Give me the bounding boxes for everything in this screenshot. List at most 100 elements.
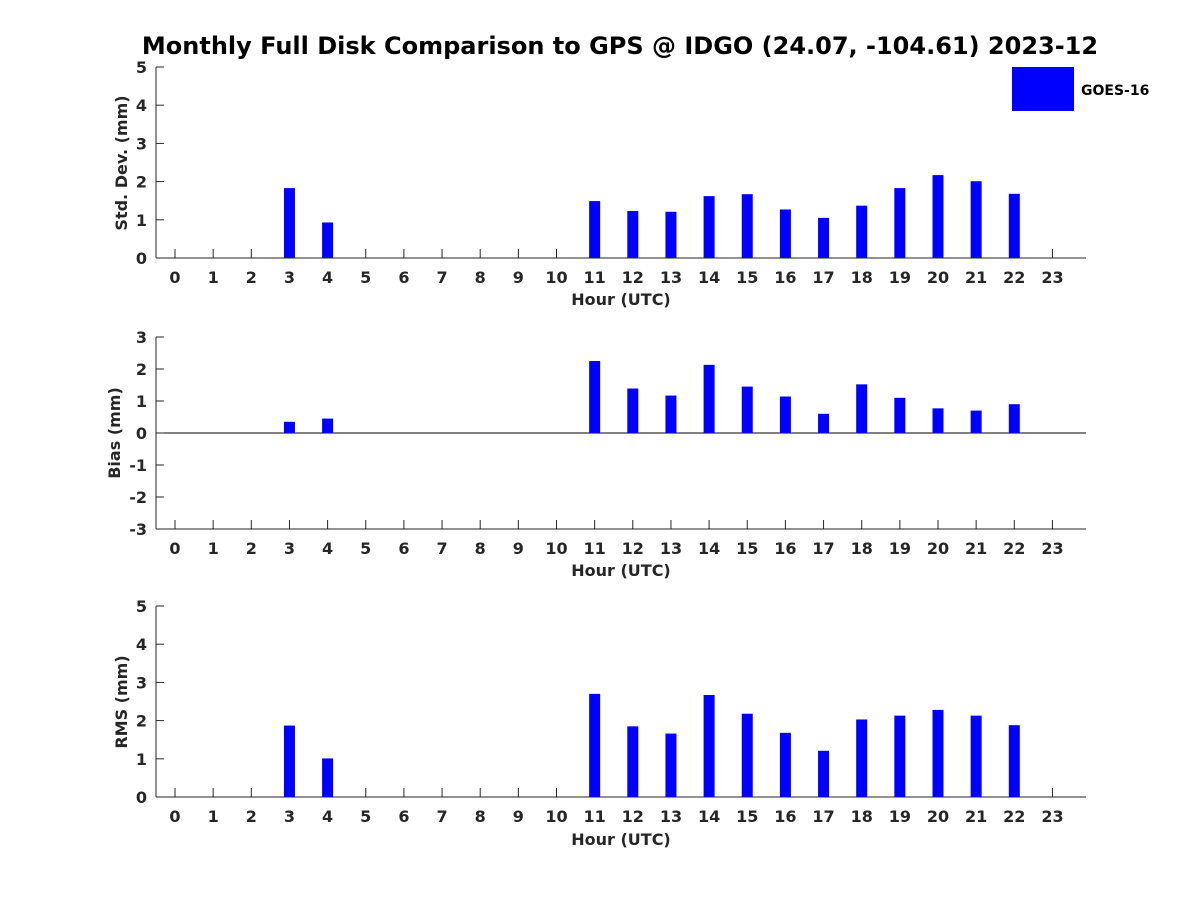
std-dev-bar-hour-12 [627,211,639,258]
bias-y-tick-label: 1 [136,392,147,411]
bias-x-tick-label: 14 [698,539,720,558]
rms-y-tick-label: 2 [136,712,147,731]
bias-x-tick-label: 1 [208,539,219,558]
bias-bar-hour-16 [779,396,791,433]
rms-x-tick-label: 9 [513,807,524,826]
std-dev-y-tick-label: 1 [136,211,147,230]
rms-x-tick-label: 21 [965,807,987,826]
bias-x-tick-label: 17 [812,539,834,558]
std-dev-x-tick-label: 6 [398,268,409,287]
legend: GOES-16 [1012,67,1149,111]
rms-bar-hour-17 [818,750,830,797]
std-dev-y-tick-label: 0 [136,249,147,268]
std-dev-y-tick-label: 3 [136,134,147,153]
std-dev-bar-hour-4 [322,222,334,258]
rms-x-tick-label: 16 [774,807,796,826]
std-dev-x-tick-label: 16 [774,268,796,287]
std-dev-x-tick-label: 4 [322,268,333,287]
bias-x-tick-label: 18 [851,539,873,558]
rms-y-tick-label: 0 [136,788,147,807]
std-dev-x-tick-label: 3 [284,268,295,287]
rms-bar-hour-15 [741,713,753,797]
bias-bar-hour-19 [894,397,906,433]
std-dev-x-tick-label: 17 [812,268,834,287]
rms-bar-hour-12 [627,726,639,797]
std-dev-bar-hour-15 [741,194,753,258]
std-dev-x-tick-label: 2 [246,268,257,287]
std-dev-bar-hour-14 [703,196,715,258]
std-dev-x-tick-label: 20 [927,268,949,287]
rms-bar-hour-22 [1008,725,1020,797]
rms-x-tick-label: 10 [545,807,567,826]
rms-bar-hour-19 [894,715,906,797]
bias-y-tick-label: 2 [136,360,147,379]
rms-x-tick-label: 7 [436,807,447,826]
std-dev-bar-hour-21 [970,181,982,258]
rms-bar-hour-14 [703,695,715,797]
bias-x-tick-label: 16 [774,539,796,558]
bias-y-tick-label: 0 [136,424,147,443]
bias-x-tick-label: 8 [475,539,486,558]
std-dev-x-tick-label: 13 [660,268,682,287]
bias-x-tick-label: 10 [545,539,567,558]
rms-bar-hour-20 [932,709,944,797]
rms-bar-hour-13 [665,733,677,797]
bias-x-tick-label: 20 [927,539,949,558]
bias-bar-hour-12 [627,388,639,433]
rms-bar-hour-3 [283,725,295,797]
std-dev-x-tick-label: 15 [736,268,758,287]
bias-x-tick-label: 2 [246,539,257,558]
std-dev-bar-hour-13 [665,211,677,258]
bias-x-tick-label: 0 [169,539,180,558]
bias-y-tick-label: -2 [129,488,147,507]
std-dev-y-axis-label: Std. Dev. (mm) [112,95,131,230]
rms-x-tick-label: 20 [927,807,949,826]
rms-y-tick-label: 5 [136,597,147,616]
std-dev-bar-hour-18 [856,205,868,258]
std-dev-x-tick-label: 7 [436,268,447,287]
bias-bar-hour-15 [741,386,753,433]
std-dev-x-tick-label: 11 [584,268,606,287]
std-dev-x-tick-label: 1 [208,268,219,287]
rms-x-tick-label: 2 [246,807,257,826]
bias-bar-hour-4 [322,418,334,433]
rms-x-tick-label: 22 [1003,807,1025,826]
rms-x-tick-label: 4 [322,807,333,826]
std-dev-bar-hour-20 [932,175,944,258]
rms-x-tick-label: 0 [169,807,180,826]
rms-x-axis-label: Hour (UTC) [571,830,671,849]
bias-bar-hour-21 [970,410,982,433]
rms-y-tick-label: 3 [136,673,147,692]
std-dev-x-axis-label: Hour (UTC) [571,290,671,309]
bias-bar-hour-11 [589,361,601,433]
bias-x-tick-label: 22 [1003,539,1025,558]
bias-x-tick-label: 3 [284,539,295,558]
rms-x-tick-label: 17 [812,807,834,826]
rms-bar-hour-18 [856,719,868,797]
bias-y-axis-label: Bias (mm) [105,387,124,479]
legend-swatch [1012,67,1074,111]
bias-y-tick-label: -1 [129,456,147,475]
std-dev-x-tick-label: 10 [545,268,567,287]
bias-x-tick-label: 19 [889,539,911,558]
bias-x-axis-label: Hour (UTC) [571,561,671,580]
bias-x-tick-label: 21 [965,539,987,558]
chart-title: Monthly Full Disk Comparison to GPS @ ID… [142,32,1098,60]
std-dev-x-tick-label: 0 [169,268,180,287]
rms-x-tick-label: 15 [736,807,758,826]
rms-bar-hour-11 [589,693,601,797]
rms-x-tick-label: 23 [1041,807,1063,826]
bias-bar-hour-14 [703,364,715,433]
std-dev-bar-hour-11 [589,201,601,258]
std-dev-x-tick-label: 22 [1003,268,1025,287]
bias-bar-hour-17 [818,413,830,433]
rms-x-tick-label: 3 [284,807,295,826]
rms-bar-hour-21 [970,715,982,797]
std-dev-bar-hour-19 [894,188,906,258]
legend-label: GOES-16 [1081,83,1149,99]
bias-x-tick-label: 7 [436,539,447,558]
rms-y-tick-label: 1 [136,750,147,769]
